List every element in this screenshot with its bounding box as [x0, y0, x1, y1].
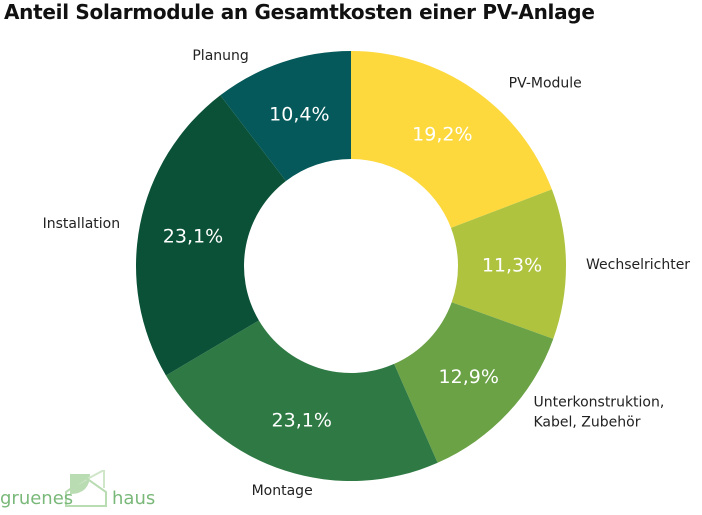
- house-leaf-icon: [65, 470, 107, 507]
- donut-slice: [450, 189, 566, 339]
- slice-value-label: 12,9%: [439, 366, 499, 388]
- slice-category-label: Installation: [43, 216, 121, 232]
- slice-category-label: Unterkonstruktion, Kabel, Zubehör: [534, 395, 665, 431]
- donut-slice: [220, 51, 351, 182]
- slice-category-label: Wechselrichter: [586, 257, 690, 273]
- slice-value-label: 23,1%: [272, 409, 332, 431]
- slice-value-label: 11,3%: [482, 254, 542, 276]
- slice-value-label: 10,4%: [269, 104, 329, 126]
- donut-slice: [135, 95, 286, 376]
- slice-value-label: 23,1%: [163, 225, 223, 247]
- donut-slice: [165, 320, 438, 481]
- logo-text-right: haus: [112, 488, 156, 509]
- slice-value-label: 19,2%: [412, 123, 472, 145]
- donut-slice: [351, 51, 552, 228]
- logo-text-left: gruenes: [0, 488, 74, 509]
- slice-category-label: PV-Module: [509, 76, 582, 92]
- chart-title: Anteil Solarmodule an Gesamtkosten einer…: [4, 0, 595, 24]
- slice-category-label: Montage: [252, 483, 313, 499]
- slice-category-label: Planung: [192, 48, 248, 64]
- donut-slice: [394, 302, 554, 463]
- brand-logo: gruenes haus: [0, 470, 170, 514]
